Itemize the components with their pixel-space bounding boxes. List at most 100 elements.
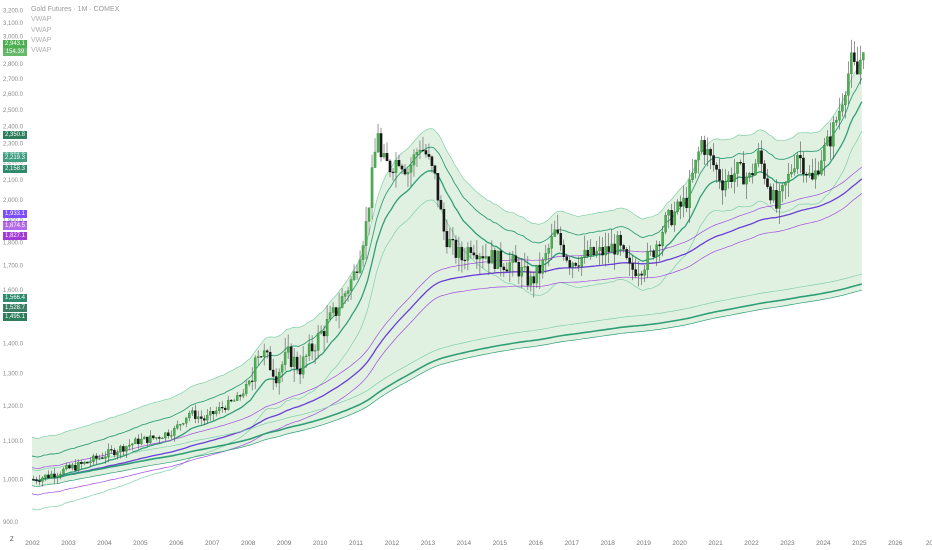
- candle-down: [517, 261, 521, 277]
- candle-up: [382, 153, 386, 158]
- candle-up: [71, 465, 74, 469]
- x-tick-label: 2025: [852, 540, 867, 547]
- candle-up: [772, 190, 775, 201]
- candle-down: [718, 169, 721, 181]
- candle-up: [757, 150, 760, 164]
- candle-down: [379, 133, 383, 158]
- candle-up: [161, 437, 164, 439]
- chart-legend: Gold Futures · 1M · COMEX VWAP VWAP VWAP…: [31, 5, 119, 56]
- candle-up: [170, 435, 173, 437]
- candle-down: [38, 480, 41, 482]
- candle-up: [553, 229, 557, 237]
- candle-up: [155, 437, 158, 439]
- candle-down: [310, 343, 314, 352]
- candle-up: [65, 465, 68, 470]
- candle-down: [86, 462, 89, 464]
- x-tick-label: 2021: [708, 540, 723, 547]
- candle-down: [265, 350, 269, 353]
- candle-down: [775, 190, 778, 209]
- candle-up: [724, 181, 727, 191]
- indicator-label[interactable]: VWAP: [31, 47, 52, 55]
- candle-down: [514, 255, 518, 263]
- candle-down: [200, 416, 203, 419]
- indicator-label[interactable]: VWAP: [31, 16, 52, 24]
- y-tick-label: 2,500.0: [3, 108, 24, 114]
- candle-up: [307, 343, 311, 357]
- candle-down: [505, 269, 509, 272]
- candle-up: [89, 461, 92, 463]
- candle-up: [529, 276, 533, 286]
- y-tick-label: 1,400.0: [3, 342, 24, 348]
- candle-up: [820, 160, 823, 175]
- candle-up: [286, 346, 290, 353]
- candle-down: [220, 407, 224, 409]
- x-tick-label: 2017: [565, 540, 580, 547]
- candle-down: [35, 479, 38, 481]
- y-tick-label: 2,700.0: [3, 77, 24, 83]
- price-badge: 1,827.1: [3, 232, 27, 241]
- candle-down: [211, 411, 215, 415]
- candle-up: [50, 473, 53, 478]
- candle-up: [59, 473, 62, 476]
- candle-up: [700, 140, 703, 152]
- y-tick-label: 2,100.0: [3, 178, 24, 184]
- candle-up: [535, 264, 539, 284]
- candle-up: [325, 319, 329, 337]
- candle-down: [95, 455, 98, 459]
- candle-down: [271, 369, 275, 377]
- candle-down: [640, 273, 643, 276]
- candle-up: [523, 266, 527, 268]
- x-tick-label: 2007: [205, 540, 220, 547]
- x-tick-label: 2020: [672, 540, 687, 547]
- price-badge: 1,495.1: [3, 313, 27, 322]
- candle-up: [415, 152, 419, 155]
- x-tick-label: 2004: [97, 540, 112, 547]
- candle-down: [475, 254, 479, 260]
- candle-down: [622, 245, 625, 250]
- candle-up: [661, 232, 664, 247]
- candle-down: [385, 153, 389, 162]
- y-tick-label: 3,100.0: [3, 21, 24, 27]
- candle-up: [56, 475, 59, 478]
- candle-down: [400, 165, 404, 170]
- y-tick-label: 2,600.0: [3, 92, 24, 98]
- candle-up: [478, 256, 482, 260]
- price-badge-sub: 154.39: [3, 48, 27, 56]
- candle-down: [388, 160, 392, 173]
- candle-up: [604, 246, 607, 256]
- candle-down: [259, 356, 263, 358]
- candle-up: [787, 173, 790, 183]
- candle-down: [137, 438, 140, 445]
- candle-up: [209, 411, 212, 416]
- candle-down: [113, 449, 116, 456]
- candle-up: [490, 250, 494, 264]
- x-tick-label: 2003: [61, 540, 76, 547]
- indicator-label[interactable]: VWAP: [31, 36, 52, 44]
- candle-down: [203, 418, 206, 421]
- candle-down: [853, 52, 856, 62]
- y-tick-label: 3,200.0: [3, 8, 24, 14]
- candle-down: [763, 163, 766, 179]
- candle-down: [817, 170, 820, 175]
- candle-up: [232, 400, 236, 402]
- candle-up: [313, 350, 317, 352]
- vwap-line: [31, 283, 863, 482]
- x-tick-label: 2022: [744, 540, 759, 547]
- x-tick-label: 2015: [493, 540, 508, 547]
- candle-down: [658, 244, 661, 247]
- y-tick-label: 1,700.0: [3, 263, 24, 269]
- candle-down: [481, 256, 485, 259]
- y-tick-label: 1,300.0: [3, 372, 24, 378]
- candle-up: [484, 256, 488, 259]
- price-badge: 1,874.5: [3, 221, 27, 230]
- candle-up: [847, 73, 850, 96]
- candle-up: [92, 455, 95, 462]
- vwap-band-fill: [32, 59, 862, 487]
- candle-up: [140, 438, 143, 445]
- candle-up: [796, 155, 799, 169]
- candle-down: [430, 156, 434, 166]
- candle-up: [838, 111, 841, 121]
- candle-up: [107, 449, 110, 457]
- indicator-label[interactable]: VWAP: [31, 26, 52, 34]
